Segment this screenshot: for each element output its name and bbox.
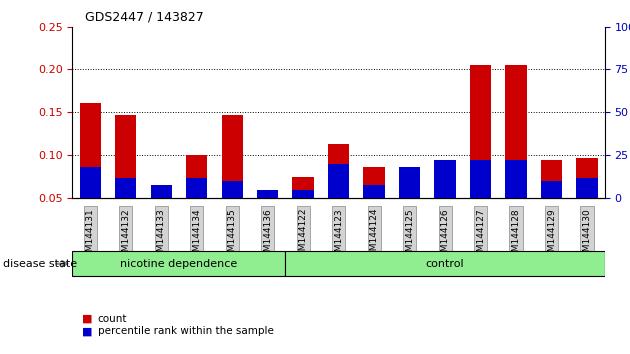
Bar bbox=[257, 190, 278, 198]
Bar bbox=[470, 160, 491, 198]
Text: count: count bbox=[98, 314, 127, 324]
Bar bbox=[328, 164, 349, 198]
Text: control: control bbox=[426, 259, 464, 269]
Bar bbox=[151, 188, 172, 198]
Bar bbox=[399, 167, 420, 198]
Bar bbox=[399, 187, 420, 198]
Bar bbox=[541, 160, 562, 198]
Bar bbox=[505, 65, 527, 198]
Bar bbox=[328, 144, 349, 198]
Bar bbox=[79, 103, 101, 198]
Bar bbox=[576, 178, 598, 198]
Text: percentile rank within the sample: percentile rank within the sample bbox=[98, 326, 273, 336]
Bar bbox=[186, 178, 207, 198]
Text: disease state: disease state bbox=[3, 259, 77, 269]
Bar bbox=[435, 160, 455, 198]
Bar bbox=[186, 155, 207, 198]
Bar bbox=[364, 167, 385, 198]
Bar bbox=[576, 158, 598, 198]
Bar bbox=[541, 181, 562, 198]
Text: ■: ■ bbox=[82, 314, 93, 324]
Text: GDS2447 / 143827: GDS2447 / 143827 bbox=[85, 11, 203, 24]
Bar bbox=[222, 115, 243, 198]
Bar bbox=[257, 190, 278, 198]
Bar bbox=[364, 184, 385, 198]
Bar bbox=[79, 167, 101, 198]
Bar bbox=[470, 65, 491, 198]
Text: nicotine dependence: nicotine dependence bbox=[120, 259, 238, 269]
Bar bbox=[115, 115, 136, 198]
Bar bbox=[285, 251, 605, 276]
Bar bbox=[72, 251, 285, 276]
Bar bbox=[435, 175, 455, 198]
Bar bbox=[505, 160, 527, 198]
Text: ■: ■ bbox=[82, 326, 93, 336]
Bar bbox=[292, 177, 314, 198]
Bar bbox=[115, 178, 136, 198]
Bar bbox=[292, 190, 314, 198]
Bar bbox=[222, 181, 243, 198]
Bar bbox=[151, 184, 172, 198]
